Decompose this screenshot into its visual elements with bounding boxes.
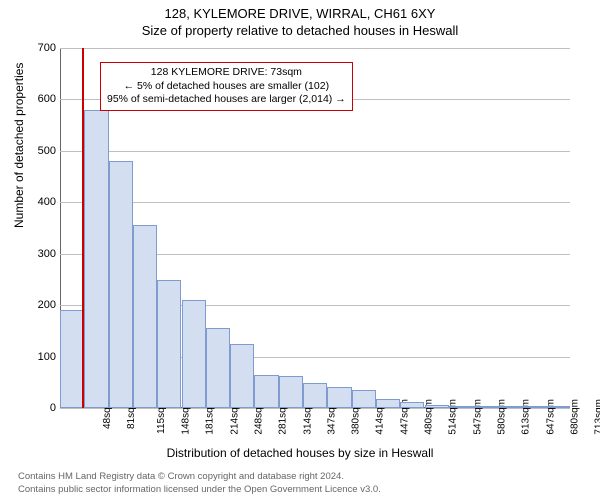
marker-infobox: 128 KYLEMORE DRIVE: 73sqm ← 5% of detach… — [100, 62, 353, 111]
histogram-bar — [60, 310, 84, 408]
y-tick-label: 600 — [16, 93, 56, 105]
histogram-bar — [449, 406, 473, 408]
histogram-bar — [279, 376, 303, 408]
histogram-bar — [376, 399, 400, 408]
histogram-bar — [425, 405, 449, 408]
y-tick-label: 700 — [16, 42, 56, 54]
infobox-line1: 128 KYLEMORE DRIVE: 73sqm — [107, 66, 346, 80]
histogram-bar — [254, 375, 278, 408]
histogram-bar — [206, 328, 230, 408]
histogram-bar — [133, 225, 157, 408]
histogram-bar — [400, 402, 424, 408]
histogram-bar — [109, 161, 133, 408]
histogram-bar — [473, 406, 497, 408]
x-tick-label: 680sqm — [569, 399, 580, 435]
y-tick-label: 0 — [16, 402, 56, 414]
x-axis-label: Distribution of detached houses by size … — [0, 446, 600, 460]
infobox-line2: ← 5% of detached houses are smaller (102… — [107, 80, 346, 94]
histogram-bar — [546, 406, 570, 408]
x-tick-label: 613sqm — [521, 399, 532, 435]
chart-area: 010020030040050060070048sqm81sqm115sqm14… — [60, 48, 570, 408]
footer-attribution: Contains HM Land Registry data © Crown c… — [18, 471, 381, 496]
histogram-bar — [327, 387, 351, 408]
histogram-bar — [182, 300, 206, 408]
gridline — [60, 151, 570, 152]
histogram-bar — [230, 344, 254, 408]
histogram-bar — [522, 406, 546, 408]
gridline — [60, 202, 570, 203]
histogram-bar — [303, 383, 327, 408]
x-tick-label: 713sqm — [594, 399, 600, 435]
gridline — [60, 48, 570, 49]
y-tick-label: 400 — [16, 196, 56, 208]
y-tick-label: 200 — [16, 299, 56, 311]
x-tick-label: 580sqm — [497, 399, 508, 435]
page-title-address: 128, KYLEMORE DRIVE, WIRRAL, CH61 6XY — [0, 0, 600, 21]
histogram-bar — [352, 390, 376, 408]
x-tick-label: 514sqm — [448, 399, 459, 435]
histogram-bar — [84, 110, 108, 408]
property-marker-line — [82, 48, 84, 408]
y-tick-label: 500 — [16, 145, 56, 157]
y-tick-label: 100 — [16, 351, 56, 363]
y-tick-label: 300 — [16, 248, 56, 260]
footer-line2: Contains public sector information licen… — [18, 484, 381, 496]
x-tick-label: 647sqm — [545, 399, 556, 435]
page-title-desc: Size of property relative to detached ho… — [0, 21, 600, 38]
footer-line1: Contains HM Land Registry data © Crown c… — [18, 471, 381, 483]
infobox-line3: 95% of semi-detached houses are larger (… — [107, 93, 346, 107]
histogram-bar — [497, 406, 521, 408]
histogram-bar — [157, 280, 181, 408]
x-tick-label: 547sqm — [472, 399, 483, 435]
